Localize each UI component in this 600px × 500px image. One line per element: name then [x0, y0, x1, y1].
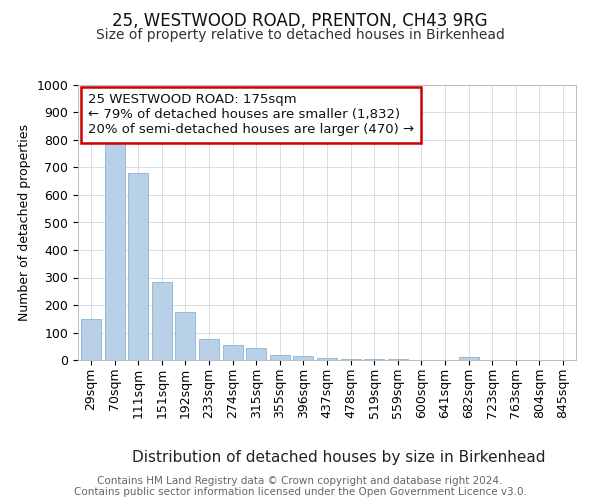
Text: 25 WESTWOOD ROAD: 175sqm
← 79% of detached houses are smaller (1,832)
20% of sem: 25 WESTWOOD ROAD: 175sqm ← 79% of detach… [88, 93, 414, 136]
Text: Contains public sector information licensed under the Open Government Licence v3: Contains public sector information licen… [74, 487, 526, 497]
Text: Distribution of detached houses by size in Birkenhead: Distribution of detached houses by size … [132, 450, 546, 465]
Bar [104, 133, 125, 360]
Bar [317, 358, 337, 360]
Bar [175, 312, 196, 360]
Bar [458, 357, 479, 360]
Text: 25, WESTWOOD ROAD, PRENTON, CH43 9RG: 25, WESTWOOD ROAD, PRENTON, CH43 9RG [112, 12, 488, 30]
Text: Contains HM Land Registry data © Crown copyright and database right 2024.: Contains HM Land Registry data © Crown c… [97, 476, 503, 486]
Y-axis label: Number of detached properties: Number of detached properties [18, 124, 31, 321]
Bar [223, 345, 242, 360]
Bar [81, 319, 101, 360]
Bar [293, 356, 313, 360]
Bar [246, 348, 266, 360]
Bar [199, 338, 219, 360]
Bar [128, 173, 148, 360]
Text: Size of property relative to detached houses in Birkenhead: Size of property relative to detached ho… [95, 28, 505, 42]
Bar [341, 358, 361, 360]
Bar [270, 354, 290, 360]
Bar [152, 282, 172, 360]
